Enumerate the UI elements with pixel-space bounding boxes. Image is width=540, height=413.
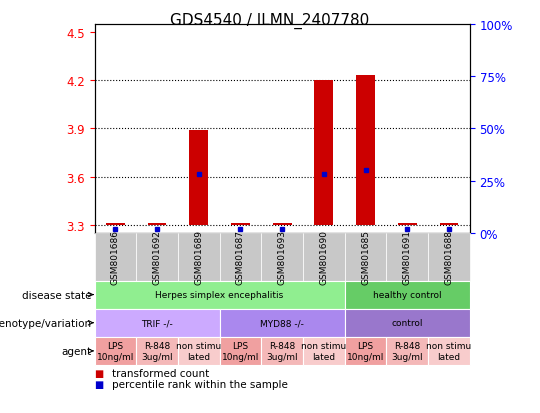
Text: GSM801692: GSM801692	[153, 230, 161, 285]
Text: disease state: disease state	[22, 290, 92, 300]
Text: Herpes simplex encephalitis: Herpes simplex encephalitis	[156, 290, 284, 299]
Bar	[231, 224, 250, 225]
Text: GSM801687: GSM801687	[236, 230, 245, 285]
Bar	[356, 76, 375, 225]
Text: TRIF -/-: TRIF -/-	[141, 318, 173, 328]
Text: ■: ■	[94, 379, 104, 389]
Text: percentile rank within the sample: percentile rank within the sample	[112, 379, 288, 389]
Text: non stimu
lated: non stimu lated	[301, 342, 347, 361]
Text: MYD88 -/-: MYD88 -/-	[260, 318, 304, 328]
Bar	[440, 224, 458, 225]
Text: R-848
3ug/ml: R-848 3ug/ml	[392, 342, 423, 361]
Text: genotype/variation: genotype/variation	[0, 318, 92, 328]
Bar	[190, 131, 208, 225]
Text: GDS4540 / ILMN_2407780: GDS4540 / ILMN_2407780	[171, 13, 369, 29]
Text: R-848
3ug/ml: R-848 3ug/ml	[141, 342, 173, 361]
Bar	[314, 81, 333, 225]
Text: GSM801693: GSM801693	[278, 230, 287, 285]
Text: GSM801688: GSM801688	[444, 230, 454, 285]
Bar	[147, 224, 166, 225]
Text: LPS
10ng/ml: LPS 10ng/ml	[222, 342, 259, 361]
Text: GSM801691: GSM801691	[403, 230, 412, 285]
Text: GSM801685: GSM801685	[361, 230, 370, 285]
Bar	[106, 224, 125, 225]
Bar	[273, 224, 292, 225]
Bar	[398, 224, 417, 225]
Text: GSM801689: GSM801689	[194, 230, 203, 285]
Text: R-848
3ug/ml: R-848 3ug/ml	[266, 342, 298, 361]
Text: ■: ■	[94, 368, 104, 378]
Text: GSM801686: GSM801686	[111, 230, 120, 285]
Text: agent: agent	[62, 346, 92, 356]
Text: GSM801690: GSM801690	[319, 230, 328, 285]
Text: non stimu
lated: non stimu lated	[426, 342, 471, 361]
Text: healthy control: healthy control	[373, 290, 442, 299]
Text: non stimu
lated: non stimu lated	[176, 342, 221, 361]
Text: transformed count: transformed count	[112, 368, 209, 378]
Text: control: control	[392, 318, 423, 328]
Text: LPS
10ng/ml: LPS 10ng/ml	[97, 342, 134, 361]
Text: LPS
10ng/ml: LPS 10ng/ml	[347, 342, 384, 361]
